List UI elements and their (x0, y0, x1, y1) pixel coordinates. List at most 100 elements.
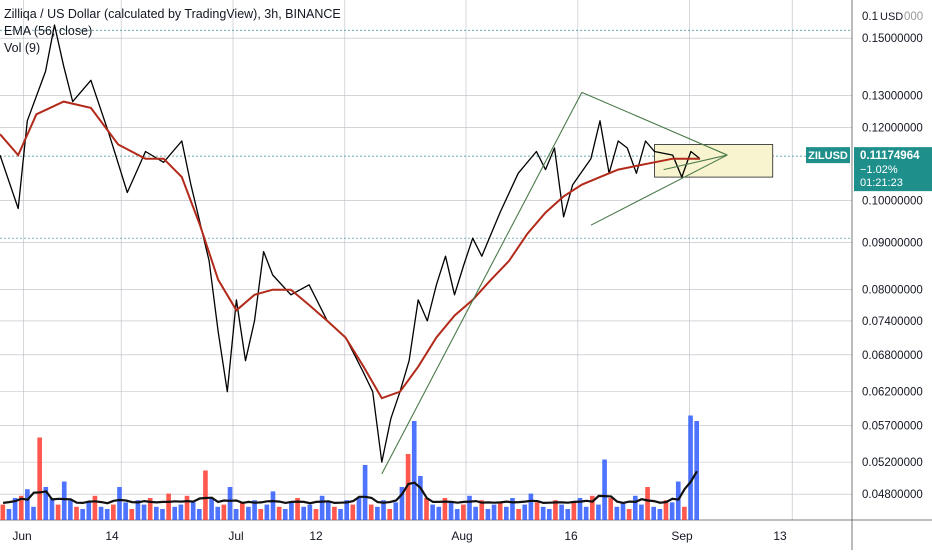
volume-bar (454, 509, 460, 520)
volume-bar (160, 509, 165, 520)
y-tick-top-tail: 000 (904, 11, 923, 23)
volume-bar (632, 495, 638, 520)
volume-bar (577, 498, 583, 520)
volume-bar (504, 506, 509, 520)
currency-label: USD (880, 11, 903, 23)
volume-bar (688, 415, 693, 520)
volume-bar (0, 504, 6, 520)
volume-bar (473, 506, 478, 520)
volume-bar (43, 487, 49, 520)
y-tick-label: 0.06200000 (862, 387, 923, 399)
y-tick-label: 0.08000000 (862, 285, 923, 297)
volume-bar (350, 504, 356, 520)
volume-bar (221, 504, 227, 520)
volume-bar (620, 502, 626, 520)
triangle-trendline (590, 154, 728, 226)
volume-bar (565, 509, 571, 520)
y-tick-label: 0.15000000 (862, 33, 923, 45)
x-tick-label: 16 (564, 529, 578, 543)
volume-legend-label: Vol (9) (4, 41, 41, 55)
volume-bar (510, 498, 515, 520)
volume-bar (25, 489, 30, 520)
volume-bar (430, 504, 435, 520)
volume-bar (553, 500, 558, 520)
volume-bar (399, 487, 405, 520)
volume-bar (239, 502, 245, 520)
volume-bar (111, 504, 116, 520)
volume-bar (12, 498, 18, 520)
volume-bar (178, 504, 184, 520)
volume-bar (154, 506, 159, 520)
triangle-trendline (581, 91, 728, 156)
volume-bar (669, 502, 675, 520)
volume-bar (540, 506, 546, 520)
last-price-countdown: 01:21:23 (860, 177, 903, 189)
volume-bar (522, 504, 528, 520)
volume-bar (55, 504, 61, 520)
volume-bar (694, 421, 699, 520)
volume-bar (172, 506, 178, 520)
ema-line (0, 100, 700, 400)
symbol-tag (806, 147, 850, 164)
volume-bar (639, 504, 644, 520)
volume-bar (362, 465, 368, 520)
volume-bar (375, 506, 380, 520)
volume-bar (436, 506, 442, 520)
volume-bar (49, 498, 55, 520)
volume-bar (497, 502, 503, 520)
volume-bar (68, 500, 73, 520)
volume-bar (442, 498, 448, 520)
volume-bar (491, 504, 497, 520)
volume-bar (559, 504, 564, 520)
x-tick-label: 14 (105, 529, 119, 543)
y-tick-label: 0.12000000 (862, 122, 923, 134)
volume-bar (387, 509, 392, 520)
y-tick-label: 0.09000000 (862, 238, 923, 250)
y-tick-label: 0.05700000 (862, 420, 923, 432)
volume-bar (393, 502, 399, 520)
volume-bar (583, 506, 589, 520)
volume-bar (289, 502, 294, 520)
x-tick-label: Sep (671, 529, 693, 543)
volume-bar (61, 481, 67, 520)
y-tick-top-label: 0.1 (862, 11, 878, 23)
volume-bar (203, 470, 208, 520)
volume-bar (418, 476, 423, 520)
volume-bar (313, 509, 319, 520)
volume-bar (657, 509, 663, 520)
volume-bar (516, 509, 521, 520)
volume-bar (184, 495, 190, 520)
volume-bar (209, 498, 214, 520)
volume-bar (651, 506, 657, 520)
volume-bar (448, 502, 454, 520)
volume-bar (252, 500, 257, 520)
volume-bar (196, 509, 202, 520)
triangle-trendline (663, 154, 728, 171)
volume-bar (270, 491, 276, 520)
volume-bar (227, 487, 233, 520)
volume-bar (129, 509, 135, 520)
volume-bar (528, 493, 534, 520)
volume-bar (332, 506, 337, 520)
volume-bar (147, 498, 153, 520)
volume-bar (141, 504, 147, 520)
volume-bar (18, 495, 24, 520)
volume-bar (344, 500, 349, 520)
volume-bar (368, 504, 374, 520)
triangle-trendline (381, 92, 583, 475)
ema-legend-label: EMA (56, close) (4, 24, 93, 38)
x-tick-label: Jun (12, 529, 31, 543)
chart-legend: Zilliqa / US Dollar (calculated by Tradi… (4, 6, 341, 57)
volume-bar (645, 487, 650, 520)
volume-bar (123, 502, 128, 520)
volume-bar (381, 500, 386, 520)
volume-bar (301, 506, 307, 520)
y-tick-label: 0.10000000 (862, 195, 923, 207)
volume-bar (37, 437, 42, 520)
price-line (0, 24, 701, 463)
volume-bar (479, 500, 485, 520)
last-price-tag (854, 147, 932, 192)
last-price-change: −1.02% (860, 164, 898, 176)
